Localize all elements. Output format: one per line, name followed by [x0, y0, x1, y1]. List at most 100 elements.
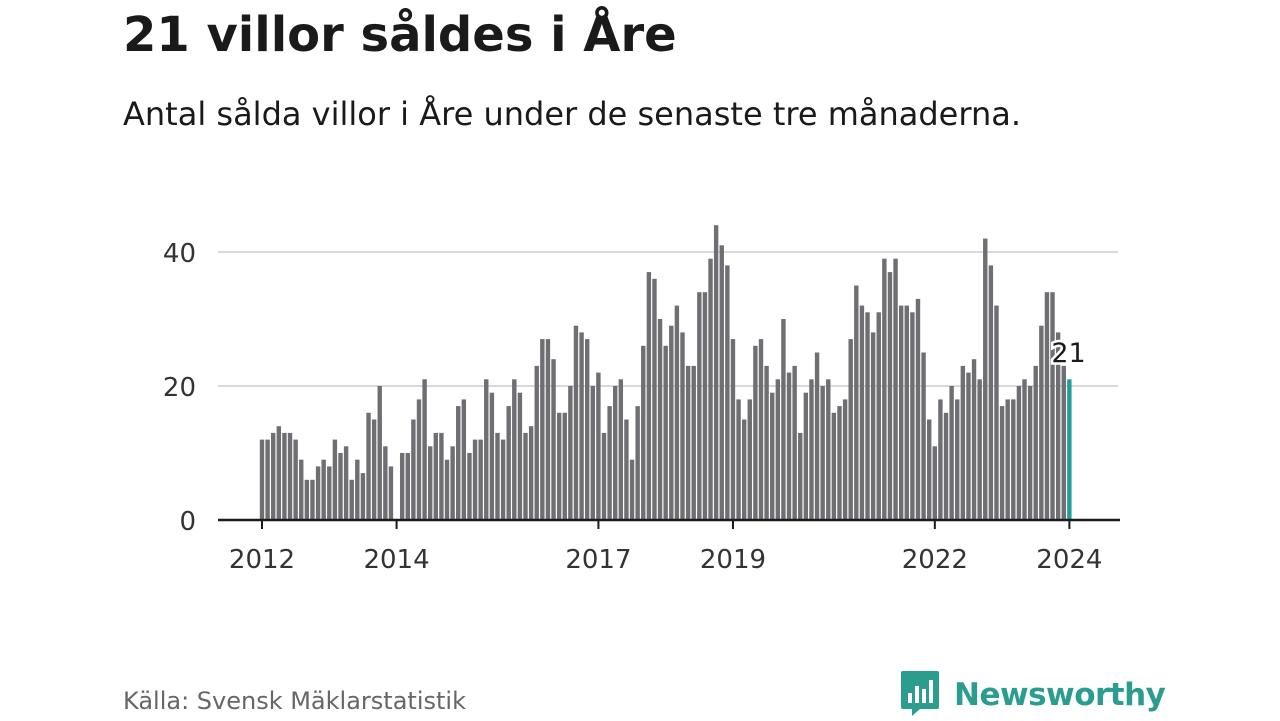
chart-subtitle: Antal sålda villor i Åre under de senast…: [123, 95, 1022, 133]
bar: [1061, 365, 1066, 520]
bar: [657, 319, 663, 520]
bar: [736, 399, 741, 520]
bar: [534, 365, 539, 520]
bar: [371, 419, 377, 520]
bar: [478, 439, 483, 520]
bar: [1055, 332, 1061, 520]
chart-title: 21 villor såldes i Åre: [123, 7, 677, 63]
bar: [439, 432, 444, 520]
bar: [831, 412, 837, 520]
bar: [411, 419, 416, 520]
bar: [517, 392, 523, 520]
bar: [770, 392, 775, 520]
bar-chart: 0 20 40 2012 2014 2017 2019 2022 2024 21: [163, 225, 1120, 575]
bar: [624, 419, 629, 520]
bar: [265, 439, 270, 520]
bar: [321, 459, 326, 520]
bar: [618, 379, 624, 520]
bar: [932, 446, 937, 520]
bar: [540, 339, 545, 520]
x-tick-label: 2014: [363, 545, 429, 575]
bar: [870, 332, 876, 520]
brand-name: Newsworthy: [954, 677, 1166, 713]
bar: [304, 479, 310, 520]
bar: [747, 399, 752, 520]
bar: [399, 453, 405, 520]
bar: [697, 292, 702, 520]
bar: [786, 372, 792, 520]
bar: [327, 466, 332, 520]
bar: [629, 459, 635, 520]
bar: [719, 245, 724, 521]
gridlines: [218, 251, 1118, 387]
bar: [1050, 292, 1055, 520]
bar: [495, 432, 500, 520]
brand-logo[interactable]: Newsworthy: [900, 670, 1166, 720]
bar: [994, 305, 999, 520]
bar: [741, 419, 747, 520]
axes: [218, 518, 1120, 529]
bar: [910, 312, 915, 520]
bar: [579, 332, 584, 520]
bar: [405, 453, 410, 520]
bar: [299, 459, 304, 520]
bar: [820, 386, 825, 520]
bar: [713, 225, 719, 520]
bar: [798, 432, 803, 520]
bar: [355, 459, 360, 520]
bar: [573, 325, 579, 520]
bar: [315, 466, 321, 520]
bar: [422, 379, 427, 520]
bar: [669, 325, 674, 520]
bar: [730, 339, 736, 520]
bar: [803, 392, 809, 520]
bar: [556, 412, 562, 520]
bar: [338, 453, 343, 520]
bar: [915, 298, 921, 520]
bar: [489, 392, 495, 520]
bar: [360, 473, 366, 520]
bar: [310, 479, 315, 520]
x-tick-label: 2024: [1036, 545, 1102, 575]
bar: [814, 352, 820, 520]
bar: [456, 406, 461, 520]
bar: [725, 265, 730, 520]
y-tick-label: 20: [163, 373, 196, 403]
source-note: Källa: Svensk Mäklarstatistik: [123, 687, 466, 715]
bar: [1039, 325, 1044, 520]
bar: [927, 419, 932, 520]
x-tick-label: 2022: [902, 545, 968, 575]
bars: [259, 225, 1072, 521]
bar: [512, 379, 517, 520]
bar: [904, 305, 909, 520]
bar: [837, 406, 842, 520]
bar: [287, 432, 293, 520]
bar: [484, 379, 489, 520]
y-tick-label: 0: [179, 507, 196, 537]
bar: [472, 439, 478, 520]
bar: [663, 345, 668, 520]
bar: [949, 386, 954, 520]
annotation-label: 21: [1051, 338, 1085, 369]
bar: [450, 446, 455, 520]
bar: [848, 339, 853, 520]
bar: [764, 365, 769, 520]
bar: [433, 432, 439, 520]
bar: [781, 319, 786, 520]
bar: [271, 432, 276, 520]
bar: [921, 352, 926, 520]
bar: [702, 292, 708, 520]
x-tick-label: 2017: [565, 545, 631, 575]
bar: [691, 365, 696, 520]
bar: [893, 258, 898, 520]
bar: [596, 372, 601, 520]
bar: [349, 479, 354, 520]
bar: [887, 272, 893, 520]
bar: [545, 339, 551, 520]
bar: [641, 345, 646, 520]
bar: [607, 406, 612, 520]
bar: [646, 272, 652, 520]
bar: [977, 379, 982, 520]
bar: [842, 399, 848, 520]
bar: [428, 446, 433, 520]
